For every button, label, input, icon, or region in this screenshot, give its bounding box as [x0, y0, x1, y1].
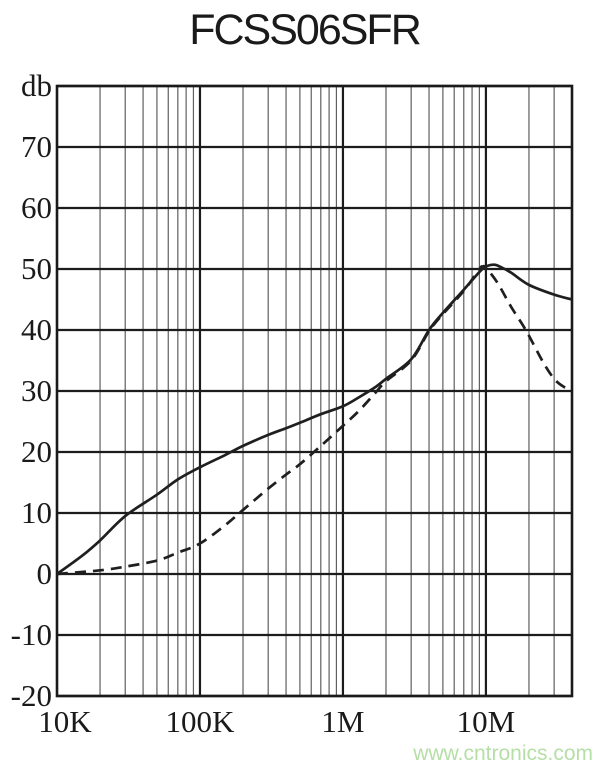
y-tick-label: 50 [21, 251, 52, 286]
watermark: www.cntronics.com [413, 742, 593, 765]
x-tick-label: 100K [165, 704, 235, 739]
solid-gain-curve [57, 263, 572, 576]
x-tick-label: 1M [321, 704, 365, 739]
y-tick-label: -10 [10, 617, 52, 652]
plot-frame [55, 84, 574, 698]
y-tick-label: 10 [21, 495, 52, 530]
dashed-gain-curve [57, 264, 572, 576]
x-tick-label: 10K [38, 704, 92, 739]
chart-title: FCSS06SFR [189, 6, 422, 54]
x-tick-label: 10M [456, 704, 516, 739]
y-tick-label: 30 [21, 373, 52, 408]
y-axis-unit-label: db [21, 68, 52, 103]
y-tick-label: 40 [21, 312, 52, 347]
y-tick-label: 70 [21, 129, 52, 164]
y-tick-label: 20 [21, 434, 52, 469]
y-tick-label: 60 [21, 190, 52, 225]
y-tick-label: -20 [10, 678, 52, 713]
y-tick-label: 0 [36, 556, 53, 591]
